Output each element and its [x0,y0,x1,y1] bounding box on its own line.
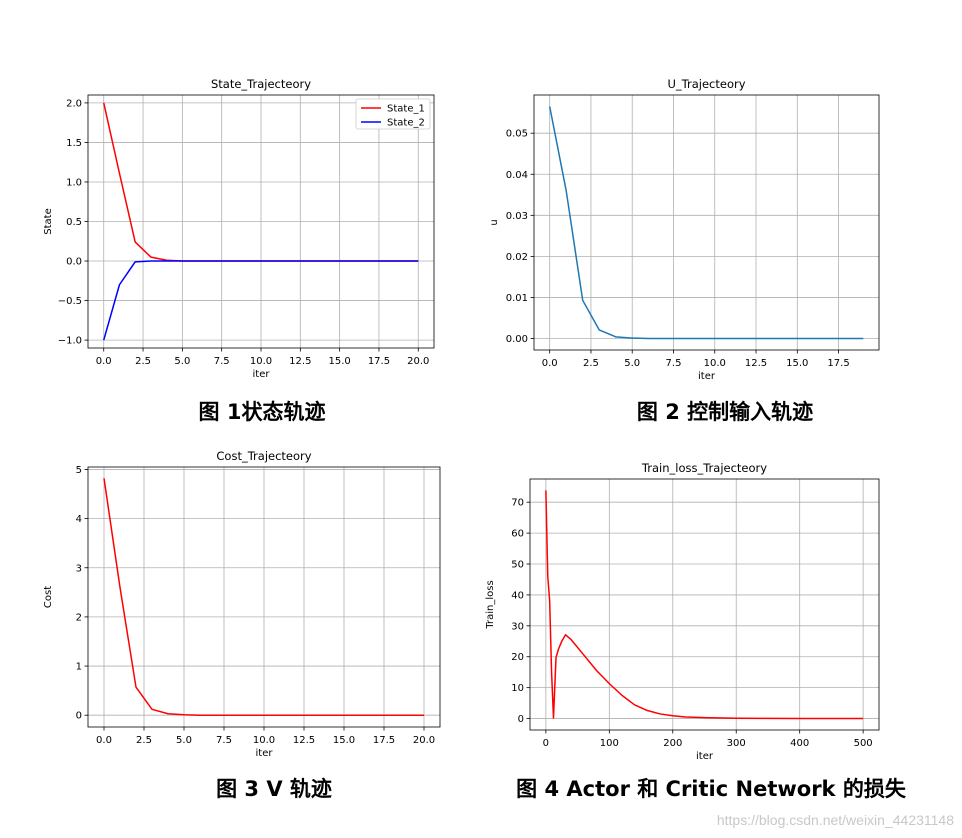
x-tick-label: 2.5 [136,735,152,746]
x-axis-label: iter [698,371,716,382]
axes-frame [529,478,880,731]
caption-figure-3: 图 3 V 轨迹 [216,777,332,801]
y-axis-label: Cost [43,586,54,608]
y-tick-label: 3 [76,563,82,574]
series-line-1 [548,106,864,340]
x-tick-label: 0.0 [96,735,112,746]
y-tick-label: 0 [76,711,82,722]
chart-1: 0.0 2.5 5.0 7.5 10.0 12.5 15.0 17.5 20.0 −1.0 −0.5… [43,77,435,380]
x-tick-label: 5.0 [624,358,640,369]
x-tick-label: 200 [663,738,682,749]
x-tick-label: 17.5 [373,735,395,746]
x-tick-label: 0 [543,738,549,749]
caption-figure-1: 图 1状态轨迹 [198,400,326,424]
chart-title: Cost_Trajecteory [216,449,311,463]
x-tick-label: 12.5 [745,358,767,369]
x-tick-label: 0.0 [96,356,112,367]
chart-3: 0.0 2.5 5.0 7.5 10.0 12.5 15.0 17.5 20.0 0 1 2 3 4 5 Co… [43,449,441,759]
chart-title: U_Trajecteory [667,77,745,91]
axes-frame [533,94,880,351]
chart-4: 0 100 200 300 400 500 0 10 20 30 40 50 60 70 Train_los… [485,461,880,762]
y-tick-label: 40 [511,590,524,601]
caption-figure-2: 图 2 控制输入轨迹 [636,400,814,424]
x-axis-label: iter [253,369,271,380]
y-tick-label: 60 [511,529,524,540]
x-tick-label: 7.5 [666,358,682,369]
watermark: https://blog.csdn.net/weixin_44231148 [716,812,954,828]
y-tick-label: 10 [511,683,524,694]
y-tick-label: 0.04 [506,170,528,181]
x-tick-label: 7.5 [216,735,232,746]
series-line-1 [545,490,864,720]
y-tick-label: 2 [76,612,82,623]
y-tick-label: 0.5 [66,217,82,228]
legend-label: State_2 [387,118,425,129]
axes-frame [87,94,435,349]
series-line-state-2 [103,260,419,341]
x-tick-label: 100 [600,738,619,749]
x-tick-label: 300 [727,738,746,749]
caption-figure-4: 图 4 Actor 和 Critic Network 的损失 [516,777,906,801]
x-tick-label: 15.0 [329,356,351,367]
x-tick-label: 17.5 [368,356,390,367]
x-tick-label: 0.0 [542,358,558,369]
y-tick-label: 70 [511,498,524,509]
x-tick-label: 5.0 [174,356,190,367]
y-tick-label: 5 [76,465,82,476]
y-tick-label: 50 [511,560,524,571]
axes-frame [87,466,441,728]
y-axis-label: u [489,219,500,225]
y-axis-label: State [43,208,54,234]
legend-label: State_1 [387,104,425,115]
legend: State_1 State_2 [355,98,431,130]
y-tick-label: −0.5 [58,296,82,307]
x-tick-label: 5.0 [176,735,192,746]
y-tick-label: 30 [511,621,524,632]
x-tick-label: 10.0 [250,356,272,367]
x-tick-label: 17.5 [827,358,849,369]
y-tick-label: 1.0 [66,177,82,188]
y-tick-label: 0.02 [506,252,528,263]
y-axis-label: Train_loss [485,580,496,629]
x-tick-label: 7.5 [214,356,230,367]
x-tick-label: 400 [790,738,809,749]
chart-title: State_Trajecteory [211,77,311,91]
series-line-1 [103,478,424,716]
y-tick-label: 2.0 [66,98,82,109]
x-axis-label: iter [696,751,714,762]
y-tick-label: 4 [76,514,82,525]
y-tick-label: 0.0 [66,257,82,268]
x-tick-label: 2.5 [583,358,599,369]
y-tick-label: 0 [518,714,524,725]
y-tick-label: 0.03 [506,211,528,222]
chart-2: 0.0 2.5 5.0 7.5 10.0 12.5 15.0 17.5 0.00 0.01 0.02… [489,77,880,382]
x-tick-label: 12.5 [289,356,311,367]
x-tick-label: 12.5 [293,735,315,746]
x-axis-label: iter [256,748,274,759]
x-tick-label: 15.0 [786,358,808,369]
y-tick-label: 1.5 [66,138,82,149]
y-tick-label: 1 [76,662,82,673]
x-tick-label: 10.0 [253,735,275,746]
x-tick-label: 500 [854,738,873,749]
y-tick-label: 20 [511,652,524,663]
x-tick-label: 20.0 [407,356,429,367]
x-tick-label: 20.0 [413,735,435,746]
x-tick-label: 15.0 [333,735,355,746]
x-tick-label: 2.5 [135,356,151,367]
y-tick-label: 0.00 [506,334,528,345]
y-tick-label: −1.0 [58,336,82,347]
y-tick-label: 0.05 [506,129,528,140]
x-tick-label: 10.0 [704,358,726,369]
chart-title: Train_loss_Trajecteory [641,461,767,475]
y-tick-label: 0.01 [506,293,528,304]
